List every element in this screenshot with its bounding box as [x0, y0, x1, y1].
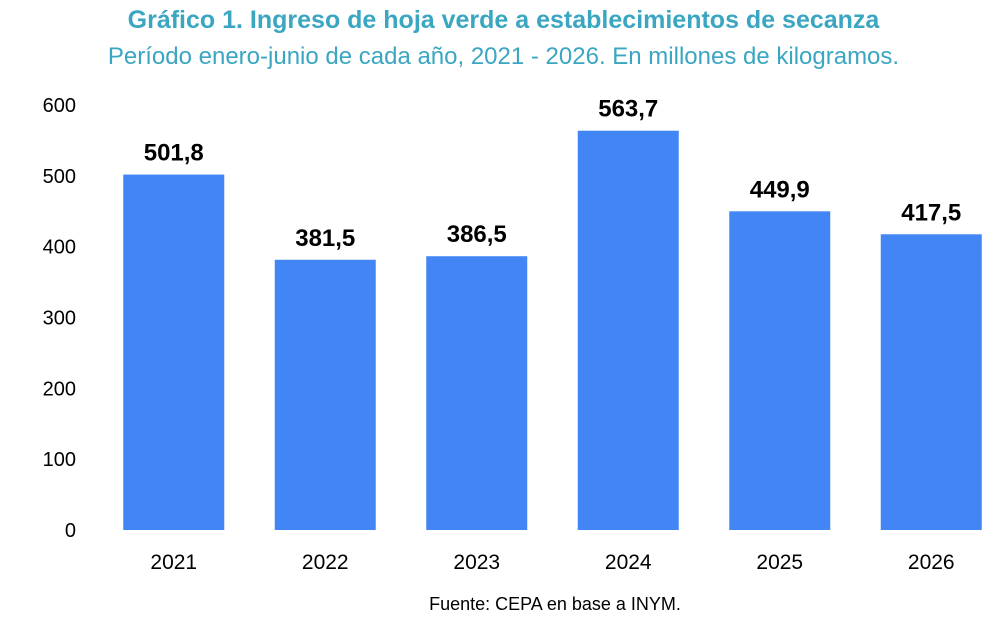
- bar-2023: [426, 256, 528, 530]
- y-tick-label: 0: [65, 520, 76, 542]
- chart-title: Gráfico 1. Ingreso de hoja verde a estab…: [127, 6, 880, 34]
- data-label-2024: 563,7: [598, 96, 658, 123]
- bar-2025: [729, 211, 831, 530]
- bar-2021: [123, 174, 225, 530]
- data-label-2025: 449,9: [750, 176, 810, 203]
- data-label-2026: 417,5: [901, 199, 961, 226]
- y-tick-label: 300: [43, 308, 76, 330]
- data-label-2021: 501,8: [144, 140, 204, 167]
- y-tick-label: 100: [43, 449, 76, 471]
- y-tick-label: 500: [43, 166, 76, 188]
- bar-2022: [274, 259, 376, 530]
- data-label-2022: 381,5: [295, 225, 355, 252]
- x-tick-label-2022: 2022: [302, 551, 349, 574]
- x-tick-label-2025: 2025: [756, 551, 803, 574]
- source-note: Fuente: CEPA en base a INYM.: [429, 594, 681, 614]
- data-label-2023: 386,5: [447, 221, 507, 248]
- x-tick-label-2024: 2024: [605, 551, 652, 574]
- bar-2026: [880, 234, 982, 531]
- y-tick-label: 600: [43, 95, 76, 117]
- y-tick-label: 200: [43, 378, 76, 400]
- x-axis: 2021 2022 2023 2024 2025 2026: [150, 551, 954, 574]
- bars: [123, 130, 982, 531]
- y-axis: 0 100 200 300 400 500 600: [43, 95, 76, 542]
- bar-2024: [577, 130, 679, 530]
- value-labels: 501,8 381,5 386,5 563,7 449,9 417,5: [144, 96, 962, 252]
- chart-subtitle: Período enero-junio de cada año, 2021 - …: [107, 43, 900, 70]
- x-tick-label-2021: 2021: [150, 551, 197, 574]
- y-tick-label: 400: [43, 237, 76, 259]
- x-tick-label-2026: 2026: [908, 551, 955, 574]
- x-tick-label-2023: 2023: [453, 551, 500, 574]
